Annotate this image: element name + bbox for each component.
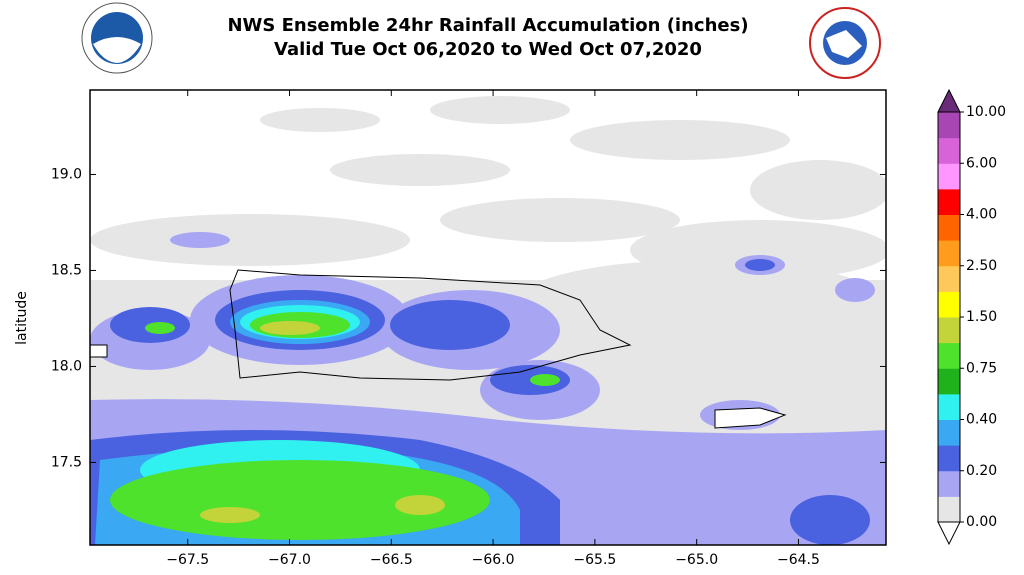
- colorbar-label: 1.50: [966, 309, 997, 325]
- colorbar-swatch: [938, 342, 960, 369]
- island-outline: [714, 407, 787, 429]
- colorbar-label: 0.75: [966, 360, 997, 376]
- colorbar-swatch: [938, 163, 960, 190]
- plot-frame: [89, 89, 887, 546]
- x-tick-label: −65.0: [675, 552, 718, 568]
- y-tick-label: 18.5: [51, 262, 82, 278]
- x-tick-label: −65.5: [573, 552, 616, 568]
- x-tick-label: −66.5: [370, 552, 413, 568]
- y-axis-label: latitude: [14, 291, 30, 345]
- colorbar-label: 0.20: [966, 463, 997, 479]
- title: NWS Ensemble 24hr Rainfall Accumulation …: [227, 15, 748, 36]
- x-tick-label: −67.5: [166, 552, 209, 568]
- colorbar-swatch: [938, 496, 960, 523]
- noaa-logo: [81, 2, 153, 74]
- colorbar-swatch: [938, 291, 960, 318]
- colorbar-label: 10.00: [966, 104, 1006, 120]
- colorbar-swatch: [938, 112, 960, 139]
- colorbar-swatch: [938, 317, 960, 344]
- colorbar-label: 6.00: [966, 155, 997, 171]
- nws-logo: [809, 7, 881, 79]
- x-tick-label: −64.5: [777, 552, 820, 568]
- rainfall-field: [90, 90, 886, 545]
- colorbar-label: 0.40: [966, 412, 997, 428]
- y-tick-label: 19.0: [51, 166, 82, 182]
- colorbar-swatch: [938, 240, 960, 267]
- x-tick-label: −66.0: [472, 552, 515, 568]
- island-outline: [90, 344, 108, 358]
- colorbar-swatch: [938, 188, 960, 215]
- colorbar-label: 0.00: [966, 514, 997, 530]
- colorbar-over: [937, 88, 961, 113]
- y-tick-label: 17.5: [51, 454, 82, 470]
- island-outline: [229, 269, 632, 381]
- colorbar-swatch: [938, 214, 960, 241]
- colorbar-swatch: [938, 265, 960, 292]
- subtitle: Valid Tue Oct 06,2020 to Wed Oct 07,2020: [274, 39, 702, 60]
- colorbar-swatch: [938, 393, 960, 420]
- colorbar-swatch: [938, 470, 960, 497]
- x-tick-label: −67.0: [268, 552, 311, 568]
- y-tick-label: 18.0: [51, 358, 82, 374]
- colorbar-swatch: [938, 368, 960, 395]
- colorbar-label: 4.00: [966, 207, 997, 223]
- colorbar-swatch: [938, 137, 960, 164]
- colorbar-swatch: [938, 445, 960, 472]
- colorbar-swatch: [938, 419, 960, 446]
- colorbar-label: 2.50: [966, 258, 997, 274]
- colorbar-under: [937, 521, 961, 546]
